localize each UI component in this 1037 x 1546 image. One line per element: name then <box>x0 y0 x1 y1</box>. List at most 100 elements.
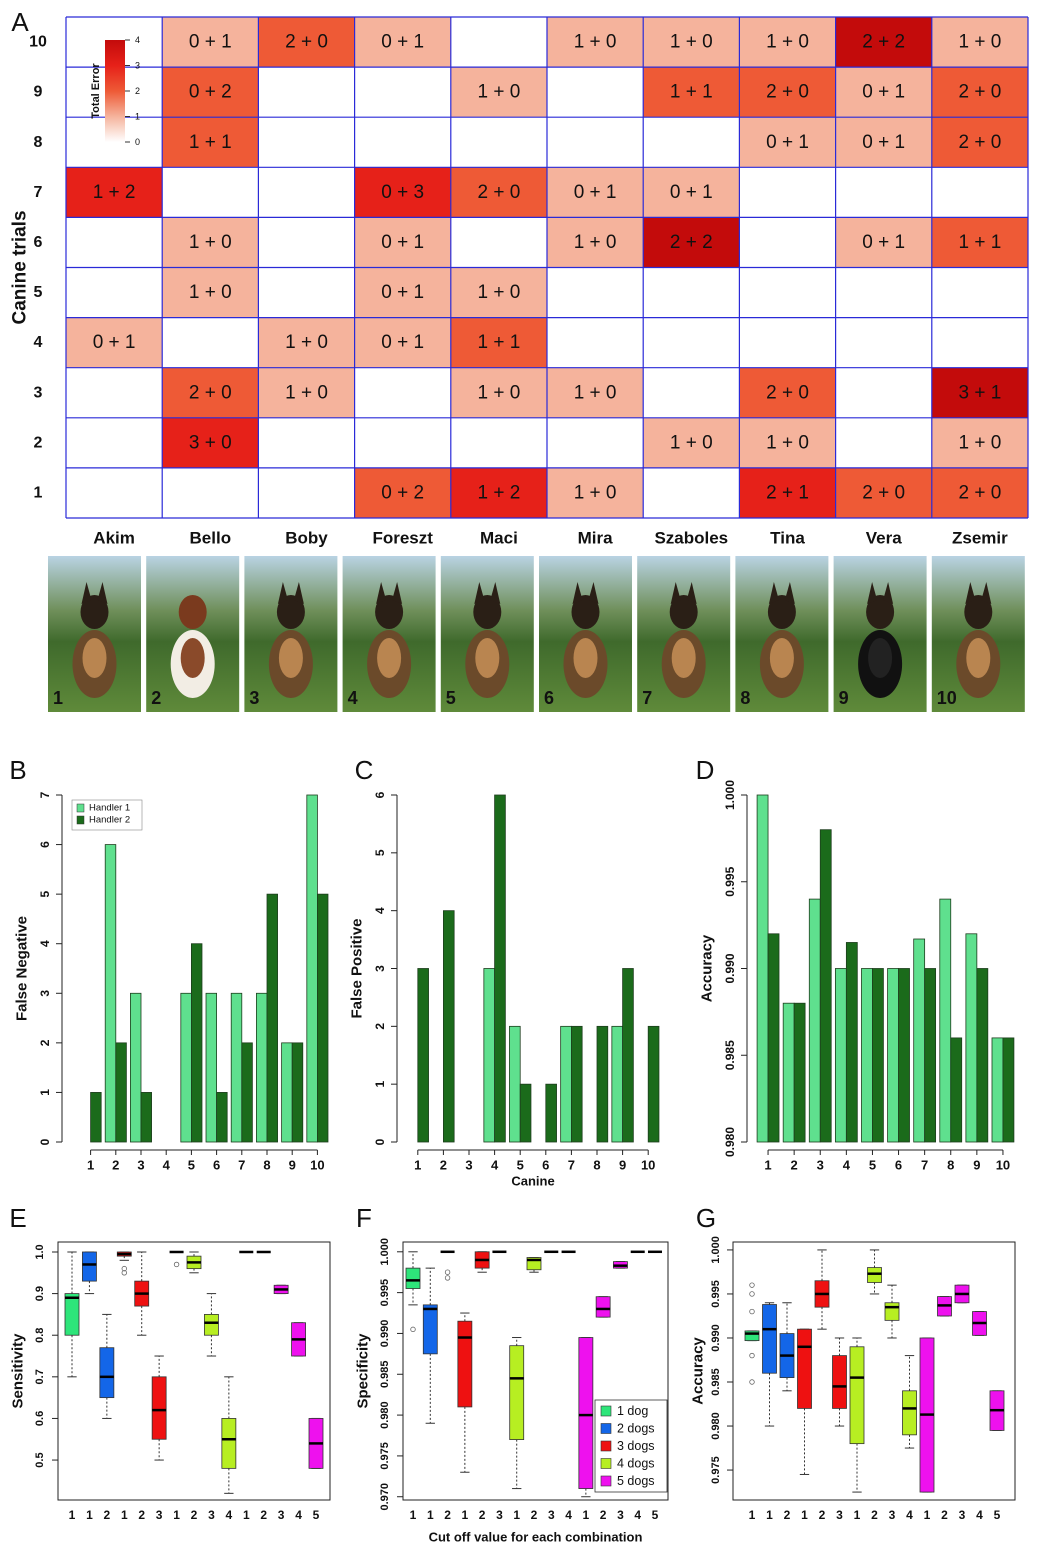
bar <box>181 993 192 1142</box>
plot-frame <box>58 1242 330 1500</box>
colorbar-tick-label: 0 <box>135 137 140 147</box>
bar <box>443 911 454 1142</box>
bar <box>977 969 988 1143</box>
x-tick-label: 2 <box>791 1158 798 1173</box>
box <box>510 1346 524 1440</box>
x-tick-label: 3 <box>137 1158 144 1173</box>
cell-label: 2 + 0 <box>478 182 521 203</box>
x-tick-label: 2 <box>440 1158 447 1173</box>
bar <box>571 1026 582 1142</box>
y-axis-title: False Negative <box>14 916 31 1021</box>
box <box>885 1303 899 1321</box>
x-tick-label: 3 <box>156 1508 163 1522</box>
box <box>763 1305 777 1374</box>
x-tick-label: 1 <box>427 1508 434 1522</box>
y-axis-title: Canine trials <box>10 210 31 324</box>
bar <box>992 1038 1003 1142</box>
bar <box>116 1043 127 1142</box>
x-tick-label: Mira <box>578 529 614 548</box>
x-tick-label: 2 <box>819 1508 826 1522</box>
legend-label: 5 dogs <box>617 1474 655 1488</box>
legend-label: Handler 2 <box>89 815 130 826</box>
y-tick-label: 0.9 <box>34 1286 46 1301</box>
y-tick-label: 10 <box>29 34 47 51</box>
bar <box>597 1026 608 1142</box>
y-tick-label: 0 <box>38 1138 52 1145</box>
cell-label: 2 + 0 <box>862 482 905 503</box>
x-tick-label: 3 <box>208 1508 215 1522</box>
bar <box>966 934 977 1142</box>
x-tick-label: 4 <box>491 1158 499 1173</box>
bar <box>872 969 883 1143</box>
x-tick-label: 1 <box>121 1508 128 1522</box>
bar <box>648 1026 659 1142</box>
bar <box>141 1092 152 1142</box>
box <box>833 1356 847 1409</box>
x-tick-label: Bello <box>190 529 232 548</box>
bar <box>820 830 831 1142</box>
bar <box>282 1043 293 1142</box>
x-tick-label: 1 <box>69 1508 76 1522</box>
x-tick-label: 3 <box>836 1508 843 1522</box>
bar <box>307 795 318 1142</box>
panel-letter: G <box>696 1203 716 1233</box>
cell-label: 1 + 0 <box>766 32 809 53</box>
x-tick-label: 1 <box>87 1158 94 1173</box>
x-tick-label: Szaboles <box>654 529 728 548</box>
bar <box>292 1043 303 1142</box>
x-tick-label: 2 <box>112 1158 119 1173</box>
box <box>903 1391 917 1435</box>
bar <box>191 944 202 1142</box>
y-axis-title: Specificity <box>355 1333 372 1409</box>
x-tick-label: 10 <box>310 1158 324 1173</box>
legend-swatch <box>601 1441 611 1451</box>
bar <box>1003 1038 1014 1142</box>
y-tick-label: 1 <box>373 1081 387 1088</box>
bar <box>809 899 820 1142</box>
box <box>423 1305 437 1354</box>
photo-number: 1 <box>53 688 63 708</box>
x-tick-label: 1 <box>583 1508 590 1522</box>
x-tick-label: 3 <box>496 1508 503 1522</box>
x-tick-label: 3 <box>548 1508 555 1522</box>
cell-label: 3 + 1 <box>959 382 1002 403</box>
y-tick-label: 2 <box>38 1039 52 1046</box>
box <box>222 1418 236 1468</box>
dog-chest <box>770 638 794 678</box>
legend-swatch <box>601 1459 611 1469</box>
dog-chest <box>672 638 696 678</box>
y-tick-label: 0.980 <box>379 1401 391 1429</box>
x-tick-label: 7 <box>921 1158 928 1173</box>
x-tick-label: Zsemir <box>952 529 1008 548</box>
y-tick-label: 3 <box>373 965 387 972</box>
bar <box>783 1003 794 1142</box>
bar <box>794 1003 805 1142</box>
cell-label: 1 + 0 <box>189 232 232 253</box>
legend-swatch <box>601 1424 611 1434</box>
bar <box>846 942 857 1142</box>
cell-label: 1 + 2 <box>93 182 136 203</box>
y-tick-label: 0.985 <box>723 1040 737 1070</box>
box <box>798 1329 812 1408</box>
panel-letter: D <box>696 755 715 785</box>
cell-label: 1 + 0 <box>285 382 328 403</box>
dog-chest <box>868 638 892 678</box>
x-tick-label: 6 <box>542 1158 549 1173</box>
cell-label: 1 + 0 <box>574 382 617 403</box>
x-tick-label: 10 <box>996 1158 1010 1173</box>
cell-label: 0 + 1 <box>381 282 424 303</box>
x-tick-label: 7 <box>238 1158 245 1173</box>
x-tick-label: 2 <box>104 1508 111 1522</box>
cell-label: 2 + 0 <box>959 82 1002 103</box>
x-tick-label: 2 <box>600 1508 607 1522</box>
cell-label: 1 + 0 <box>478 82 521 103</box>
y-tick-label: 2 <box>34 434 43 451</box>
colorbar-tick-label: 1 <box>135 112 140 122</box>
dog-chest <box>475 638 499 678</box>
y-tick-label: 0.7 <box>34 1369 46 1384</box>
x-tick-label: Akim <box>93 529 135 548</box>
x-tick-label: 6 <box>895 1158 902 1173</box>
dog-chest <box>377 638 401 678</box>
y-tick-label: 0.975 <box>379 1442 391 1470</box>
outlier <box>174 1262 179 1267</box>
